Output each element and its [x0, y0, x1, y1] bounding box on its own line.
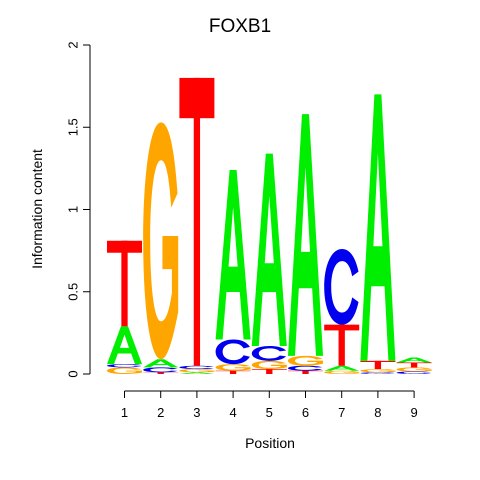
y-tick-label: 0.5 — [66, 283, 81, 301]
letter-c-position-9 — [396, 371, 431, 374]
x-tick-label: 8 — [374, 405, 381, 420]
x-tick-label: 9 — [410, 405, 417, 420]
letter-a-position-7 — [324, 365, 360, 371]
letter-g-position-9 — [396, 367, 432, 372]
x-axis: 1 2 3 4 5 6 7 8 9 — [121, 390, 418, 420]
letter-a-position-6 — [288, 114, 323, 356]
letter-t-position-7 — [324, 324, 360, 366]
letter-stacks — [107, 77, 432, 374]
letter-a-position-2 — [143, 359, 179, 368]
letter-a-position-1 — [107, 326, 142, 365]
letter-t-position-1 — [107, 240, 142, 327]
letter-g-position-8 — [360, 369, 396, 373]
letter-g-position-5 — [251, 360, 287, 370]
letter-c-position-7 — [324, 248, 359, 325]
letter-a-position-5 — [251, 153, 287, 347]
letter-g-position-3 — [179, 369, 215, 373]
letter-a-position-3 — [179, 372, 215, 374]
letter-t-position-9 — [396, 362, 432, 368]
x-tick-label: 4 — [229, 405, 236, 420]
letter-t-position-4 — [215, 370, 251, 374]
letter-g-position-7 — [324, 370, 360, 374]
letter-c-position-4 — [215, 339, 250, 365]
letter-c-position-5 — [251, 346, 287, 361]
x-axis-label: Position — [245, 435, 295, 451]
letter-t-position-2 — [143, 372, 179, 374]
letter-t-position-8 — [360, 360, 396, 370]
x-tick-label: 5 — [266, 405, 273, 420]
letter-g-position-1 — [107, 367, 142, 374]
letter-c-position-6 — [288, 365, 323, 371]
letter-g-position-2 — [143, 122, 179, 360]
letter-c-position-1 — [107, 364, 142, 368]
letter-c-position-8 — [360, 372, 395, 374]
letter-c-position-3 — [179, 365, 214, 370]
x-tick-label: 6 — [302, 405, 309, 420]
y-axis: 0 0.5 1 1.5 2 — [66, 41, 91, 378]
y-tick-label: 0 — [66, 370, 81, 377]
letter-c-position-2 — [143, 367, 178, 373]
letter-t-position-3 — [179, 77, 215, 366]
y-axis-label: Information content — [29, 149, 45, 269]
x-tick-label: 3 — [193, 405, 200, 420]
y-tick-label: 1.5 — [66, 118, 81, 136]
letter-a-position-8 — [360, 94, 396, 361]
letter-a-position-9 — [396, 357, 432, 363]
x-tick-label: 1 — [121, 405, 128, 420]
x-tick-label: 2 — [157, 405, 164, 420]
chart-title: FOXB1 — [209, 16, 271, 37]
letter-t-position-5 — [251, 369, 287, 374]
y-tick-label: 2 — [66, 41, 81, 48]
letter-g-position-6 — [288, 355, 323, 366]
letter-g-position-4 — [215, 364, 251, 371]
letter-t-position-6 — [288, 370, 323, 374]
y-tick-label: 1 — [66, 206, 81, 213]
x-tick-label: 7 — [338, 405, 345, 420]
letter-a-position-4 — [215, 170, 251, 340]
